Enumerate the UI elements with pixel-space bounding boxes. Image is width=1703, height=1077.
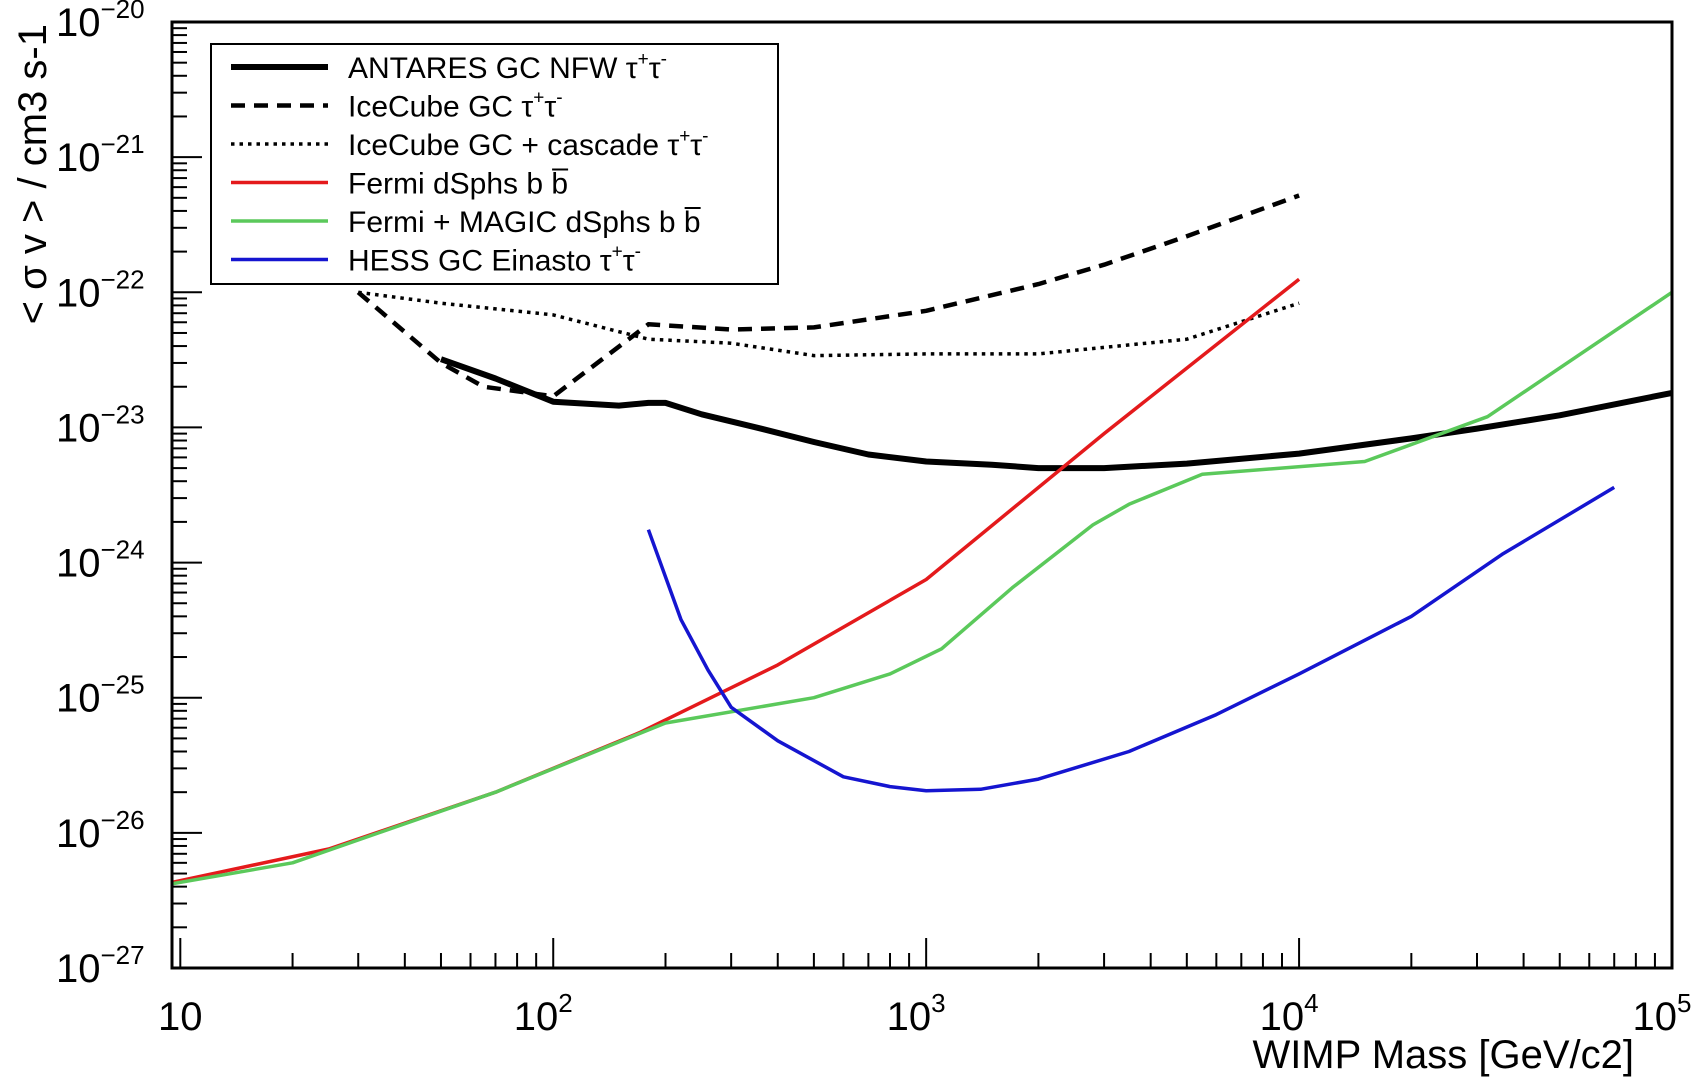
series-line-3 — [172, 277, 1301, 885]
x-tick-label: 104 — [1260, 988, 1319, 1039]
y-tick-label: 10−23 — [56, 399, 145, 450]
plot-frame — [170, 20, 1674, 970]
series-layer — [172, 193, 1672, 886]
x-tick-label: 102 — [514, 988, 573, 1039]
series-line-1 — [356, 193, 1300, 399]
legend-label-3: Fermi dSphs b b — [348, 168, 568, 201]
y-tick-label: 10−25 — [56, 670, 145, 721]
legend-label-4: Fermi + MAGIC dSphs b b — [348, 206, 701, 239]
y-tick-label: 10−27 — [56, 940, 145, 991]
y-tick-label: 10−24 — [56, 535, 145, 586]
legend-label-1: IceCube GC τ+τ- — [348, 88, 563, 124]
y-tick-label: 10−20 — [56, 0, 145, 45]
series-line-5 — [646, 485, 1616, 793]
y-tick-label: 10−26 — [56, 805, 145, 856]
tick-labels: 10 102 103 104 105 10−20 10−21 10−22 10−23 10−24 1… — [56, 0, 1691, 1039]
legend-box — [210, 43, 779, 285]
legend-label-0: ANTARES GC NFW τ+τ- — [348, 49, 667, 85]
x-tick-label: 10 — [158, 995, 203, 1039]
x-axis-title: WIMP Mass [GeV/c2] — [1252, 1033, 1634, 1077]
legend-label-5: HESS GC Einasto τ+τ- — [348, 242, 641, 278]
x-tick-label: 105 — [1633, 988, 1692, 1039]
y-tick-label: 10−21 — [56, 129, 145, 180]
y-axis-title: < σ v > / cm3 s-1 — [11, 24, 55, 324]
series-line-2 — [357, 290, 1300, 358]
y-tick-label: 10−22 — [56, 264, 145, 315]
legend-label-2: IceCube GC + cascade τ+τ- — [348, 126, 708, 162]
x-tick-label: 103 — [887, 988, 946, 1039]
series-line-4 — [172, 290, 1672, 886]
legend: ANTARES GC NFW τ+τ-IceCube GC τ+τ-IceCub… — [210, 43, 779, 285]
series-line-0 — [439, 356, 1672, 472]
